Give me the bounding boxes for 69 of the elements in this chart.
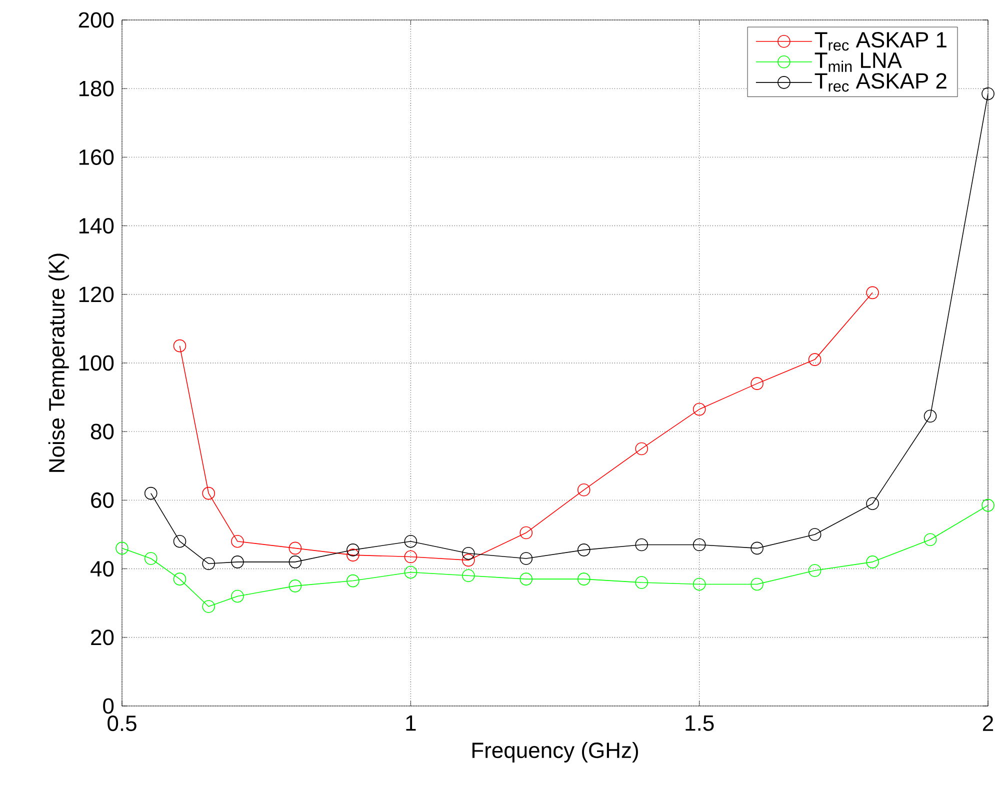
- point: [520, 526, 533, 540]
- point: [808, 528, 822, 541]
- point: [808, 353, 822, 366]
- y-tick-label: 140: [79, 218, 114, 234]
- point: [692, 538, 706, 552]
- x-tick-label: 2: [983, 716, 994, 731]
- y-tick-label: 120: [79, 286, 114, 302]
- point: [288, 556, 302, 568]
- y-tick-label: 80: [90, 424, 114, 440]
- point: [750, 377, 764, 390]
- point: [808, 564, 822, 577]
- point: [144, 552, 158, 565]
- point: [404, 534, 418, 548]
- x-tick-label: 1.5: [686, 716, 714, 731]
- point: [173, 534, 186, 548]
- y-tick-label: 200: [78, 12, 114, 28]
- point: [231, 590, 244, 603]
- point: [173, 572, 186, 586]
- y-tick-label: 60: [91, 492, 114, 508]
- point: [577, 483, 590, 496]
- point: [202, 600, 216, 613]
- point: [577, 544, 590, 556]
- x-tick-label: 0.5: [108, 716, 136, 732]
- legend-label: T$_{rec}$ ASKAP 1: [814, 32, 946, 51]
- point: [173, 339, 186, 352]
- y-tick-label: 160: [79, 149, 114, 165]
- point: [202, 486, 216, 500]
- point: [635, 538, 648, 552]
- point: [866, 556, 879, 568]
- point: [692, 402, 706, 416]
- legend-label: T$_{min}$ LNA: [814, 52, 902, 72]
- point: [404, 566, 418, 579]
- point: [462, 546, 475, 560]
- point: [924, 410, 937, 423]
- y-tick-label: 0: [103, 698, 114, 714]
- point: [288, 542, 302, 555]
- point: [635, 576, 648, 589]
- point: [635, 442, 648, 456]
- point: [116, 542, 128, 555]
- point: [577, 572, 590, 586]
- point: [346, 574, 360, 588]
- point: [520, 552, 533, 565]
- point: [202, 557, 216, 570]
- y-tick-label: 40: [90, 561, 114, 577]
- point: [404, 550, 418, 564]
- point: [692, 578, 706, 591]
- point: [924, 533, 937, 546]
- point: [866, 497, 879, 510]
- point: [982, 498, 994, 512]
- x-axis-title: Frequency (GHz): [472, 742, 638, 762]
- point: [346, 544, 360, 556]
- point: [750, 542, 764, 555]
- point: [231, 556, 244, 568]
- x-tick-label: 1: [406, 716, 416, 731]
- point: [462, 569, 475, 582]
- y-axis-title: Noise Temperature (K): [48, 254, 69, 472]
- point: [144, 486, 158, 500]
- point: [520, 572, 533, 586]
- point: [288, 580, 302, 592]
- y-tick-label: 100: [79, 355, 114, 371]
- point: [866, 286, 879, 300]
- y-tick-label: 20: [91, 630, 114, 646]
- y-tick-label: 180: [79, 80, 114, 96]
- point: [346, 548, 360, 562]
- point: [750, 578, 764, 591]
- point: [982, 87, 994, 100]
- legend-label: T$_{rec}$ ASKAP 2: [814, 73, 946, 92]
- point: [462, 554, 475, 567]
- point: [231, 534, 244, 548]
